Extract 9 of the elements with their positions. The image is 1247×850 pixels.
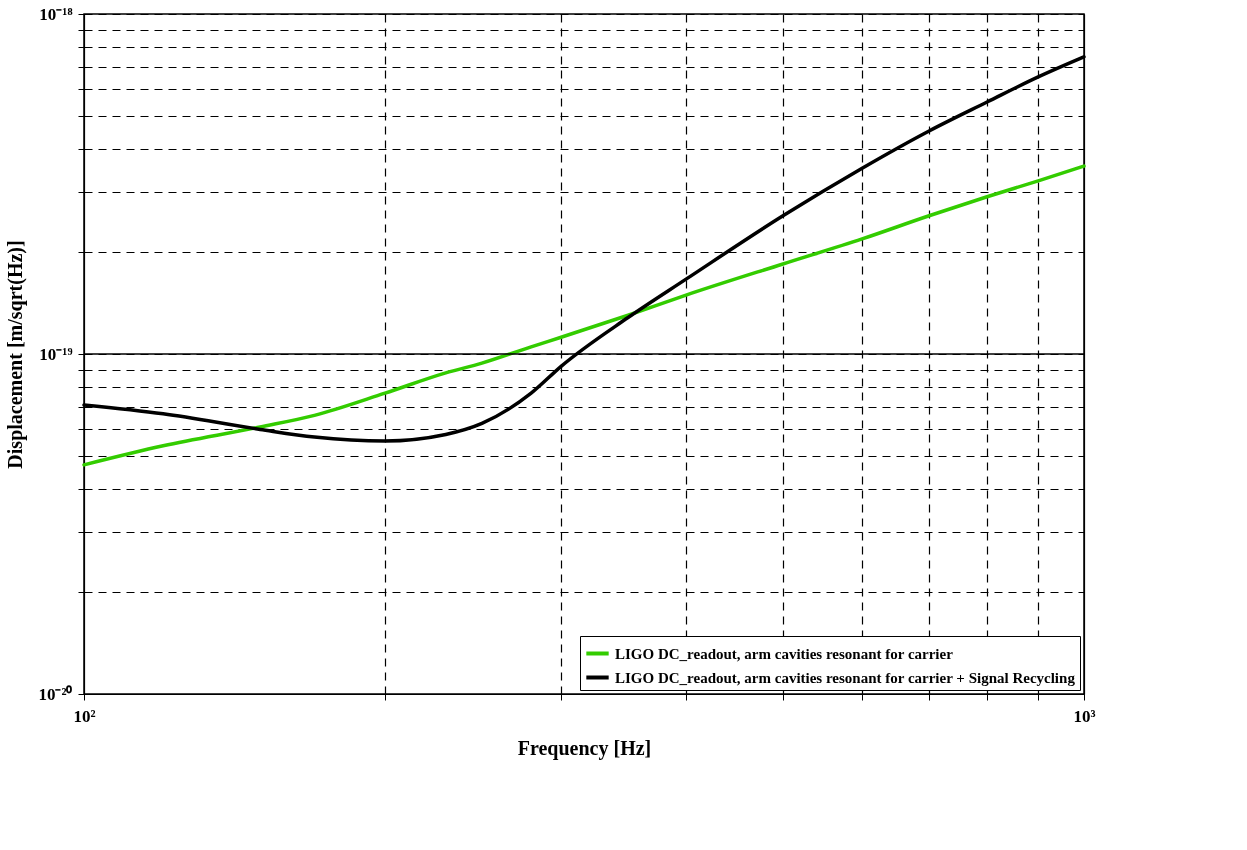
- y-axis-title: Displacement [m/sqrt(Hz)]: [4, 240, 28, 469]
- legend-label: LIGO DC_readout, arm cavities resonant for carrier: [615, 645, 954, 662]
- y-tick-label: 10⁻¹⁸: [39, 4, 73, 24]
- y-tick-label: 10⁻¹⁹: [39, 344, 73, 364]
- x-tick-label: 10³: [1073, 706, 1096, 726]
- x-axis-title: Frequency [Hz]: [517, 736, 652, 760]
- legend-label: LIGO DC_readout, arm cavities resonant for carrier + Signal Recycling: [615, 669, 1076, 686]
- y-tick-label: 10⁻²⁰: [38, 684, 73, 704]
- x-tick-label: 10²: [73, 706, 96, 726]
